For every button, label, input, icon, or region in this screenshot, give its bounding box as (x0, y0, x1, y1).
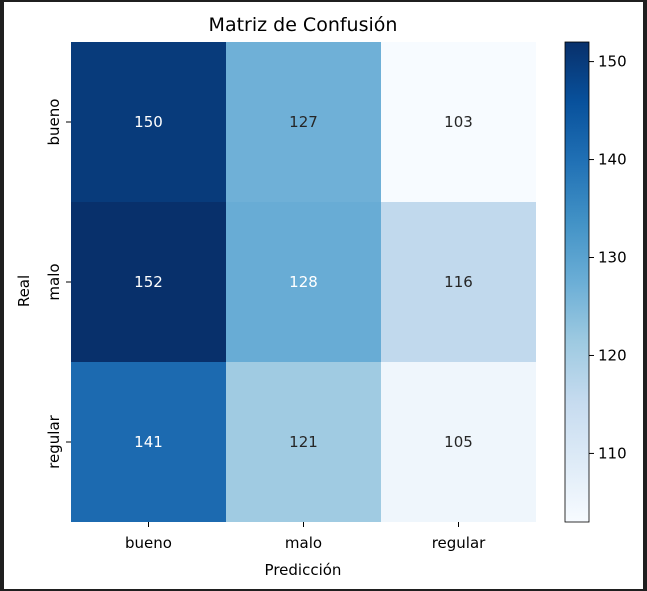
colorbar-tick-label: 130 (598, 249, 627, 267)
y-tick-label: bueno (45, 99, 63, 146)
cell-value-label: 103 (444, 113, 473, 131)
y-axis-label: Real (15, 275, 33, 307)
heatmap-cell (226, 202, 381, 362)
colorbar-outline (564, 41, 590, 523)
figure: Matriz de Confusión Predicción Real 150 1… (4, 2, 643, 589)
colorbar-tick-label: 150 (598, 53, 627, 71)
confusion-matrix-chart: Matriz de Confusión Predicción Real 150 1… (15, 14, 627, 579)
colorbar-tick-label: 110 (598, 444, 627, 462)
y-ticks: bueno malo regular (45, 99, 71, 469)
cell-value-label: 127 (289, 113, 318, 131)
x-tick-label: bueno (125, 534, 172, 552)
heatmap-cell (381, 42, 536, 202)
chart-title: Matriz de Confusión (209, 14, 398, 36)
cell-value-label: 141 (134, 433, 163, 451)
colorbar-tick-label: 140 (598, 151, 627, 169)
cell-value-label: 152 (134, 273, 163, 291)
heatmap-cell (226, 42, 381, 202)
heatmap-cell (71, 202, 226, 362)
heatmap-cell (226, 362, 381, 522)
heatmap-cell (381, 202, 536, 362)
y-tick-label: regular (45, 414, 63, 468)
x-ticks: bueno malo regular (125, 522, 486, 552)
cell-value-label: 128 (289, 273, 318, 291)
heatmap-cell (381, 362, 536, 522)
x-tick-label: malo (285, 534, 322, 552)
x-axis-label: Predicción (265, 561, 342, 579)
cell-value-label: 121 (289, 433, 318, 451)
heatmap-cell (71, 362, 226, 522)
y-tick-label: malo (45, 263, 63, 300)
cell-value-label: 150 (134, 113, 163, 131)
colorbar-gradient (565, 42, 589, 522)
heatmap-cells: 150 127 103 152 128 116 141 121 105 (71, 42, 536, 522)
x-tick-label: regular (432, 534, 486, 552)
heatmap-cell (71, 42, 226, 202)
colorbar-tick-label: 120 (598, 346, 627, 364)
colorbar: 110 120 130 140 150 (564, 41, 627, 523)
cell-value-label: 116 (444, 273, 473, 291)
cell-value-label: 105 (444, 433, 473, 451)
